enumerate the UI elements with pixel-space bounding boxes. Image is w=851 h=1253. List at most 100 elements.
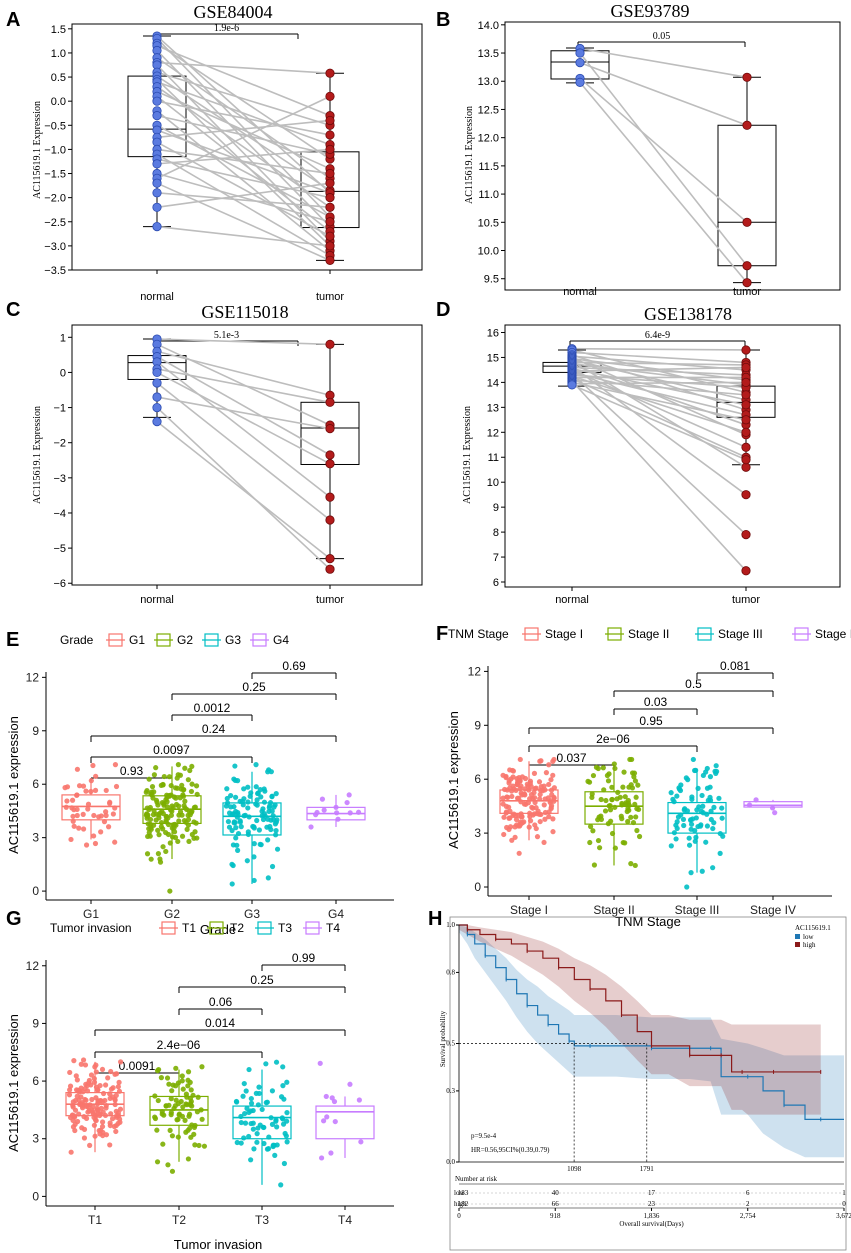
jitter-point-F [746, 802, 753, 808]
jitter-point-F [535, 808, 541, 814]
y-tick-label-A: 1.0 [51, 48, 66, 60]
jitter-point-F [693, 815, 699, 821]
y-axis-label-B: AC115619.1 Expression [464, 106, 475, 204]
jitter-point-G [185, 1156, 192, 1162]
km-panel-border [449, 916, 847, 1251]
comparison-pvalue-E: 0.0012 [194, 701, 231, 715]
jitter-point-E [144, 811, 150, 817]
jitter-point-E [273, 828, 279, 834]
y-tick-label-B: 14.0 [478, 20, 499, 32]
panel-label-A: A [6, 9, 20, 31]
pair-line-D [571, 347, 747, 351]
km-curve-high [459, 924, 821, 1073]
pvalue-label-C: 5.1e-3 [214, 330, 239, 341]
jitter-point-G [155, 1097, 161, 1104]
jitter-point-F [531, 770, 538, 776]
tumor-point-A [325, 202, 335, 212]
jitter-point-F [612, 845, 618, 851]
jitter-point-F [589, 791, 595, 797]
comparison-pvalue-G: 2.4e−06 [157, 1038, 201, 1052]
jitter-point-E [184, 826, 190, 832]
jitter-point-G [70, 1124, 77, 1130]
comparison-pvalue-F: 0.081 [720, 659, 750, 673]
jitter-point-E [80, 811, 86, 817]
jitter-point-G [97, 1112, 103, 1119]
km-x-tick-label: 1,836 [644, 1212, 660, 1220]
jitter-point-G [170, 1082, 176, 1088]
jitter-point-E [155, 851, 162, 857]
y-tick-label-C: 0 [60, 367, 66, 379]
y-tick-label-C: −6 [53, 578, 66, 590]
comparison-pvalue-F: 0.5 [685, 677, 702, 691]
jitter-point-G [89, 1096, 95, 1103]
jitter-point-F [632, 801, 638, 807]
pair-line-D [571, 366, 747, 372]
jitter-point-F [631, 770, 638, 776]
jitter-point-E [254, 790, 261, 797]
jitter-point-E [229, 881, 235, 887]
jitter-point-E [83, 788, 89, 794]
jitter-point-G [116, 1079, 122, 1085]
y-tick-label-C: 1 [60, 332, 66, 344]
jitter-point-E [103, 787, 109, 794]
jitter-point-F [694, 807, 700, 813]
jitter-point-F [713, 763, 719, 769]
jitter-point-F [509, 837, 515, 843]
jitter-point-G [187, 1111, 193, 1117]
y-axis-label-G: AC115619.1 expression [6, 1014, 21, 1152]
x-axis-label-F: TNM Stage [615, 914, 681, 929]
jitter-point-E [147, 816, 154, 823]
jitter-point-E [273, 832, 279, 838]
y-tick-label-A: −3.5 [44, 265, 66, 277]
pair-line-D [571, 366, 747, 376]
km-legend-title: AC115619.1 [795, 924, 831, 932]
y-tick-label-F: 3 [474, 826, 481, 840]
jitter-point-G [154, 1127, 160, 1133]
jitter-point-F [716, 795, 722, 801]
jitter-point-G [110, 1094, 116, 1100]
jitter-point-G [115, 1120, 121, 1127]
jitter-point-E [163, 817, 169, 823]
jitter-point-E [151, 789, 157, 795]
jitter-point-E [158, 782, 164, 788]
jitter-point-E [176, 818, 182, 824]
jitter-point-F [699, 792, 705, 799]
jitter-point-F [607, 807, 614, 813]
km-risk-count: 0 [842, 1200, 846, 1208]
jitter-point-E [241, 813, 247, 819]
jitter-point-E [71, 823, 77, 829]
jitter-point-E [269, 793, 275, 799]
jitter-point-G [234, 1099, 240, 1105]
y-tick-label-A: 0.0 [51, 96, 66, 108]
jitter-point-G [84, 1088, 91, 1094]
jitter-point-G [347, 1081, 353, 1087]
x-axis-label-G: Tumor invasion [174, 1237, 262, 1252]
jitter-point-E [169, 825, 175, 831]
pair-line-D [571, 381, 747, 385]
pair-line-A [156, 81, 331, 146]
y-tick-label-B: 10.0 [478, 246, 499, 258]
km-risk-title: Number at risk [455, 1175, 497, 1183]
panel-label-G: G [6, 908, 22, 930]
jitter-point-G [257, 1122, 263, 1128]
jitter-point-F [609, 830, 616, 837]
comparison-pvalue-G: 0.0091 [119, 1059, 156, 1073]
jitter-point-G [194, 1109, 201, 1115]
jitter-point-F [635, 782, 641, 788]
pair-line-B [579, 81, 748, 284]
jitter-point-E [153, 811, 160, 817]
jitter-point-E [226, 824, 233, 830]
jitter-point-F [503, 774, 509, 781]
tumor-point-A [325, 231, 335, 241]
jitter-point-G [188, 1087, 194, 1093]
jitter-point-G [81, 1126, 88, 1133]
jitter-point-F [711, 804, 717, 810]
jitter-point-E [163, 848, 169, 855]
jitter-point-F [690, 756, 696, 763]
x-tick-label-E: G2 [164, 907, 180, 921]
jitter-point-E [154, 799, 160, 805]
legend-label-F: Stage IV [815, 627, 851, 641]
box-B-tumor [717, 124, 777, 267]
jitter-point-G [243, 1088, 249, 1094]
tumor-point-D [741, 345, 751, 355]
